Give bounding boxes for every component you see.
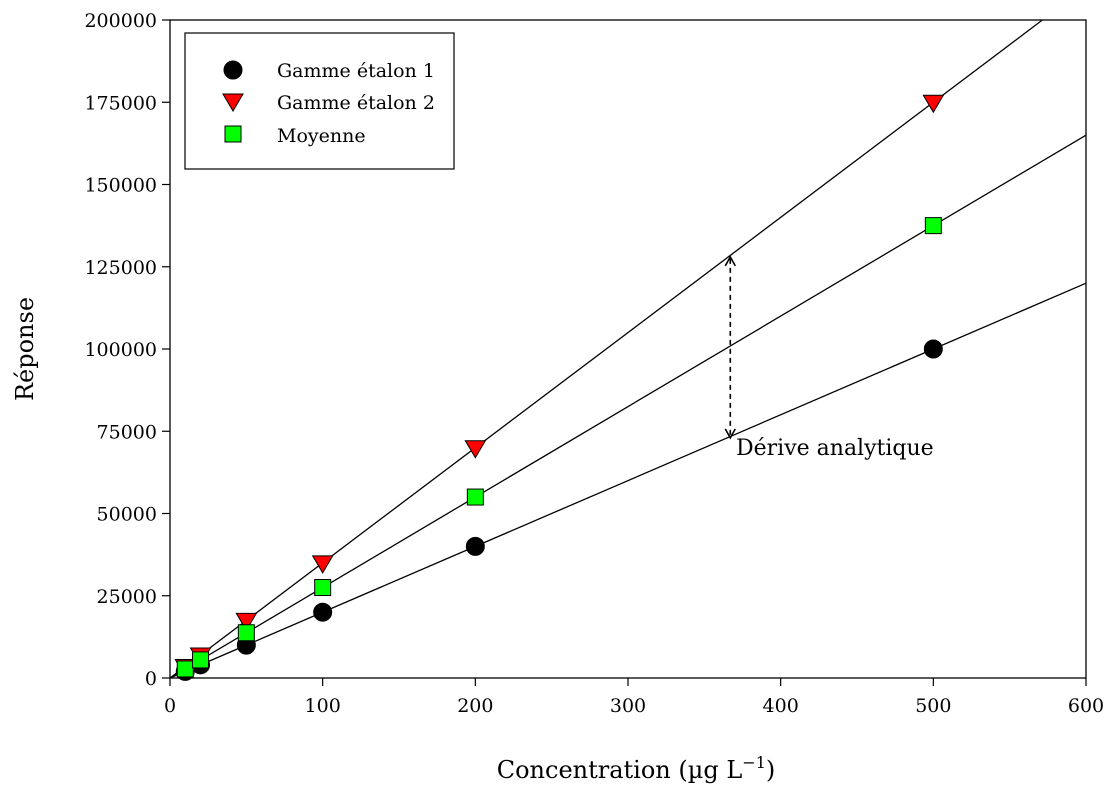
data-point-series-2 xyxy=(464,440,487,459)
legend-marker-gamme-1 xyxy=(223,60,243,80)
data-point-series-2 xyxy=(311,555,334,574)
data-point-series-3 xyxy=(924,217,942,235)
y-tick-label: 75000 xyxy=(97,421,157,443)
y-tick-label: 0 xyxy=(145,668,157,690)
x-tick-label: 100 xyxy=(305,695,341,717)
data-point-series-2 xyxy=(235,612,258,632)
data-point-series-1 xyxy=(465,536,485,556)
x-tick-label: 200 xyxy=(457,695,493,717)
data-point-series-3 xyxy=(314,579,332,597)
x-tick-label: 400 xyxy=(763,695,799,717)
legend-marker-gamme-2 xyxy=(222,93,244,112)
legend: Gamme étalon 1 Gamme étalon 2 Moyenne xyxy=(184,32,455,170)
fit-line-series-3 xyxy=(169,134,1087,679)
legend-label-moyenne: Moyenne xyxy=(277,125,366,147)
x-tick-label: 300 xyxy=(610,695,646,717)
y-tick-label: 25000 xyxy=(97,586,157,608)
x-axis-title: Concentration (µg L−1) xyxy=(497,753,776,784)
axis-ticks: 0 100 200 300 400 500 600 0 25000 50000 75000 10000… xyxy=(84,10,1104,717)
data-point-series-1 xyxy=(313,602,333,622)
annotation-label: Dérive analytique xyxy=(736,436,934,461)
fit-line-series-1 xyxy=(169,282,1087,679)
legend-label-gamme-1: Gamme étalon 1 xyxy=(277,60,435,82)
data-point-series-3 xyxy=(176,660,194,678)
x-tick-label: 0 xyxy=(164,695,176,717)
data-point-series-3 xyxy=(237,624,255,642)
data-markers xyxy=(174,94,945,681)
data-point-series-2 xyxy=(922,94,945,114)
y-tick-label: 150000 xyxy=(84,175,157,197)
y-tick-label: 50000 xyxy=(97,504,157,526)
legend-marker-moyenne xyxy=(224,125,242,143)
x-tick-label: 500 xyxy=(915,695,951,717)
y-tick-label: 125000 xyxy=(84,257,157,279)
legend-label-gamme-2: Gamme étalon 2 xyxy=(277,92,435,114)
annotation-arrow xyxy=(724,255,736,440)
fit-line-series-2 xyxy=(169,19,1043,679)
y-tick-label: 100000 xyxy=(84,339,157,361)
x-tick-label: 600 xyxy=(1068,695,1104,717)
data-point-series-3 xyxy=(192,651,210,669)
y-tick-label: 175000 xyxy=(84,92,157,114)
arrow-head-top xyxy=(724,255,736,267)
y-axis-title: Réponse xyxy=(11,297,39,401)
data-point-series-1 xyxy=(923,339,943,359)
data-point-series-3 xyxy=(466,488,484,506)
y-tick-label: 200000 xyxy=(84,10,157,32)
arrow-head-bottom xyxy=(724,428,736,440)
